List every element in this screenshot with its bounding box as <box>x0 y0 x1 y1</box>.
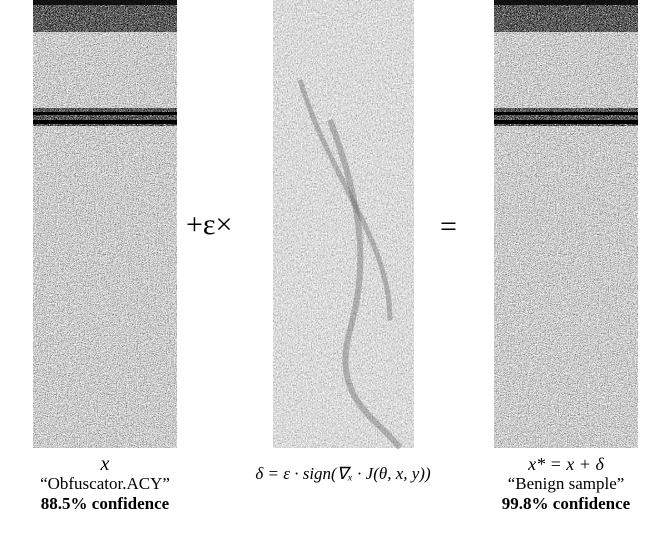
output-confidence: 99.8% confidence <box>501 494 631 513</box>
input-symbol: x <box>100 453 110 475</box>
output-symbol: x* = x + δ <box>528 454 604 474</box>
images <box>0 0 668 450</box>
output-image <box>494 0 638 448</box>
output-label: “Benign sample” <box>507 474 625 493</box>
perturbation-formula: δ = ε · sign(∇ₓ · J(θ, x, y)) <box>255 464 431 483</box>
perturbation-image <box>273 0 414 450</box>
equals-operator: = <box>440 210 457 243</box>
input-confidence: 88.5% confidence <box>40 494 170 513</box>
plus-operator: +ε× <box>186 208 233 241</box>
input-image <box>33 0 177 448</box>
input-label: “Obfuscator.ACY” <box>40 474 170 493</box>
